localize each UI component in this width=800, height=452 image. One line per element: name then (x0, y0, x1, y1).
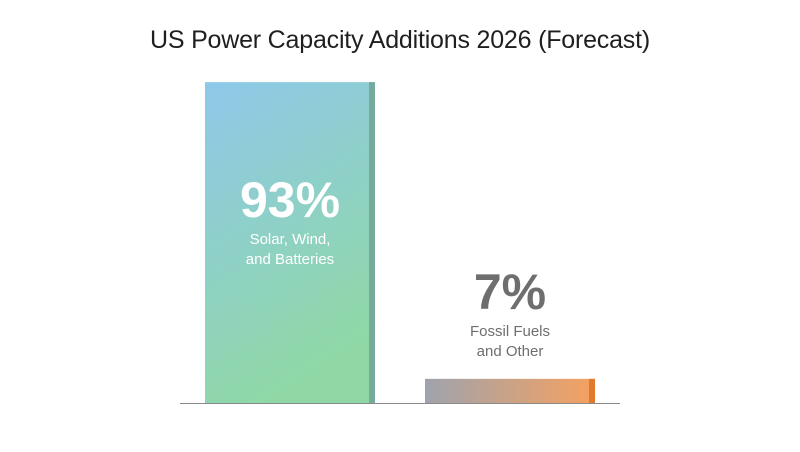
value-label-1: 93% (240, 172, 340, 228)
bar-1-edge (369, 82, 375, 404)
chart-title: US Power Capacity Additions 2026 (Foreca… (150, 26, 650, 54)
value-label-2: 7% (474, 264, 546, 320)
bar-2-edge (589, 378, 595, 403)
category-label-1-line-1: Solar, Wind, (250, 231, 331, 248)
category-label-1-line-2: and Batteries (246, 251, 334, 268)
bar-2 (425, 378, 595, 403)
category-label-2-line-1: Fossil Fuels (470, 323, 550, 340)
category-label-2-line-2: and Other (477, 343, 544, 360)
bar-1 (205, 82, 375, 404)
